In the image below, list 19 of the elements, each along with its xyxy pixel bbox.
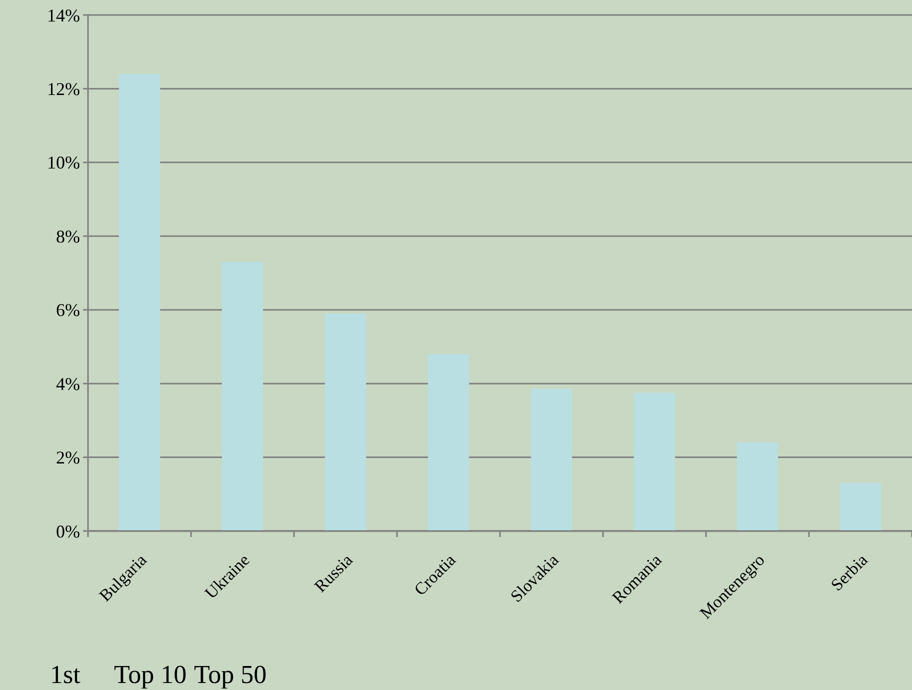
bar xyxy=(634,392,676,531)
bar xyxy=(222,262,264,531)
bar xyxy=(428,354,470,531)
y-tick-label: 10% xyxy=(47,152,80,173)
bar xyxy=(736,442,778,531)
text: 1st xyxy=(50,660,82,689)
text: Top 10 xyxy=(114,660,187,689)
text: Top 50 xyxy=(194,660,267,689)
bar xyxy=(530,388,572,531)
y-tick-label: 6% xyxy=(56,300,80,320)
y-tick-label: 4% xyxy=(56,374,80,394)
y-tick-label: 12% xyxy=(47,79,80,100)
bar xyxy=(118,74,160,531)
y-tick-label: 2% xyxy=(56,448,80,468)
bar xyxy=(324,314,366,531)
y-tick-label: 14% xyxy=(47,5,80,26)
y-tick-label: 0% xyxy=(56,521,80,542)
bar xyxy=(840,483,882,531)
y-tick-label: 8% xyxy=(56,226,80,246)
